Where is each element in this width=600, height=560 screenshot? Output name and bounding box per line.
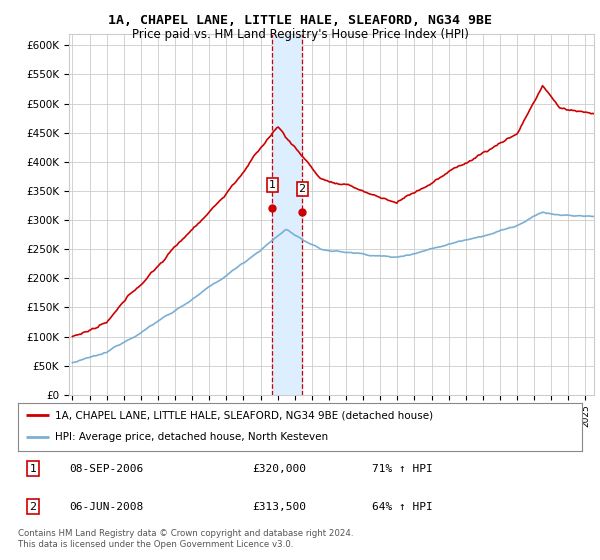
Text: 64% ↑ HPI: 64% ↑ HPI [372,502,433,512]
Text: 1A, CHAPEL LANE, LITTLE HALE, SLEAFORD, NG34 9BE: 1A, CHAPEL LANE, LITTLE HALE, SLEAFORD, … [108,14,492,27]
Text: £313,500: £313,500 [252,502,306,512]
Text: 71% ↑ HPI: 71% ↑ HPI [372,464,433,474]
Text: 1: 1 [29,464,37,474]
Bar [272,34,302,395]
Text: 08-SEP-2006: 08-SEP-2006 [69,464,143,474]
Text: HPI: Average price, detached house, North Kesteven: HPI: Average price, detached house, Nort… [55,432,328,442]
Text: 1A, CHAPEL LANE, LITTLE HALE, SLEAFORD, NG34 9BE (detached house): 1A, CHAPEL LANE, LITTLE HALE, SLEAFORD, … [55,410,433,420]
Text: 1: 1 [269,180,276,190]
Text: £320,000: £320,000 [252,464,306,474]
Text: Price paid vs. HM Land Registry's House Price Index (HPI): Price paid vs. HM Land Registry's House … [131,28,469,41]
Text: 2: 2 [299,184,305,194]
Text: 2: 2 [29,502,37,512]
Text: Contains HM Land Registry data © Crown copyright and database right 2024.
This d: Contains HM Land Registry data © Crown c… [18,529,353,549]
Text: 06-JUN-2008: 06-JUN-2008 [69,502,143,512]
